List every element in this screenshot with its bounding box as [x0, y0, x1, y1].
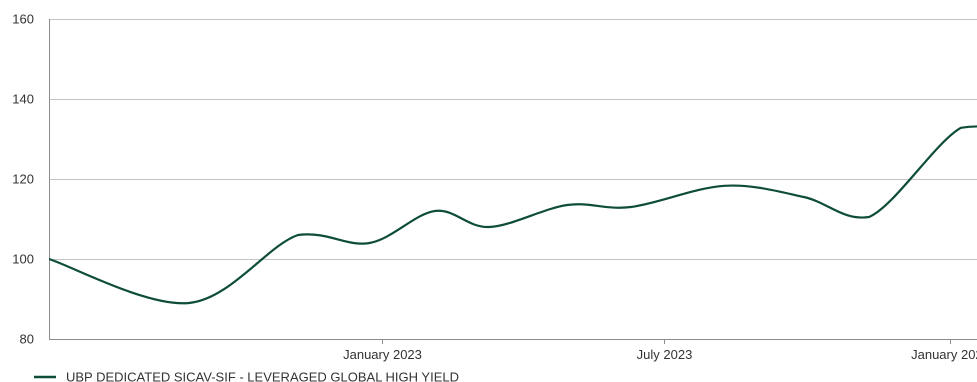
series-layer [49, 125, 977, 305]
x-tick-label: January 2024 [911, 347, 977, 362]
y-tick-label: 120 [12, 172, 34, 187]
grid-layer [49, 19, 977, 260]
axis-layer [49, 19, 977, 344]
legend[interactable]: UBP DEDICATED SICAV-SIF - LEVERAGED GLOB… [34, 370, 459, 382]
y-tick-label: 80 [20, 332, 34, 347]
x-tick-label: July 2023 [637, 347, 693, 362]
legend-label[interactable]: UBP DEDICATED SICAV-SIF - LEVERAGED GLOB… [66, 370, 459, 382]
series-line-0 [49, 125, 977, 305]
label-layer: 80 100 120 140 160 January 2023 July 2023 Janua… [12, 12, 977, 363]
y-tick-label: 140 [12, 92, 34, 107]
y-tick-label: 100 [12, 252, 34, 267]
x-tick-label: January 2023 [343, 347, 422, 362]
y-tick-label: 160 [12, 12, 34, 27]
